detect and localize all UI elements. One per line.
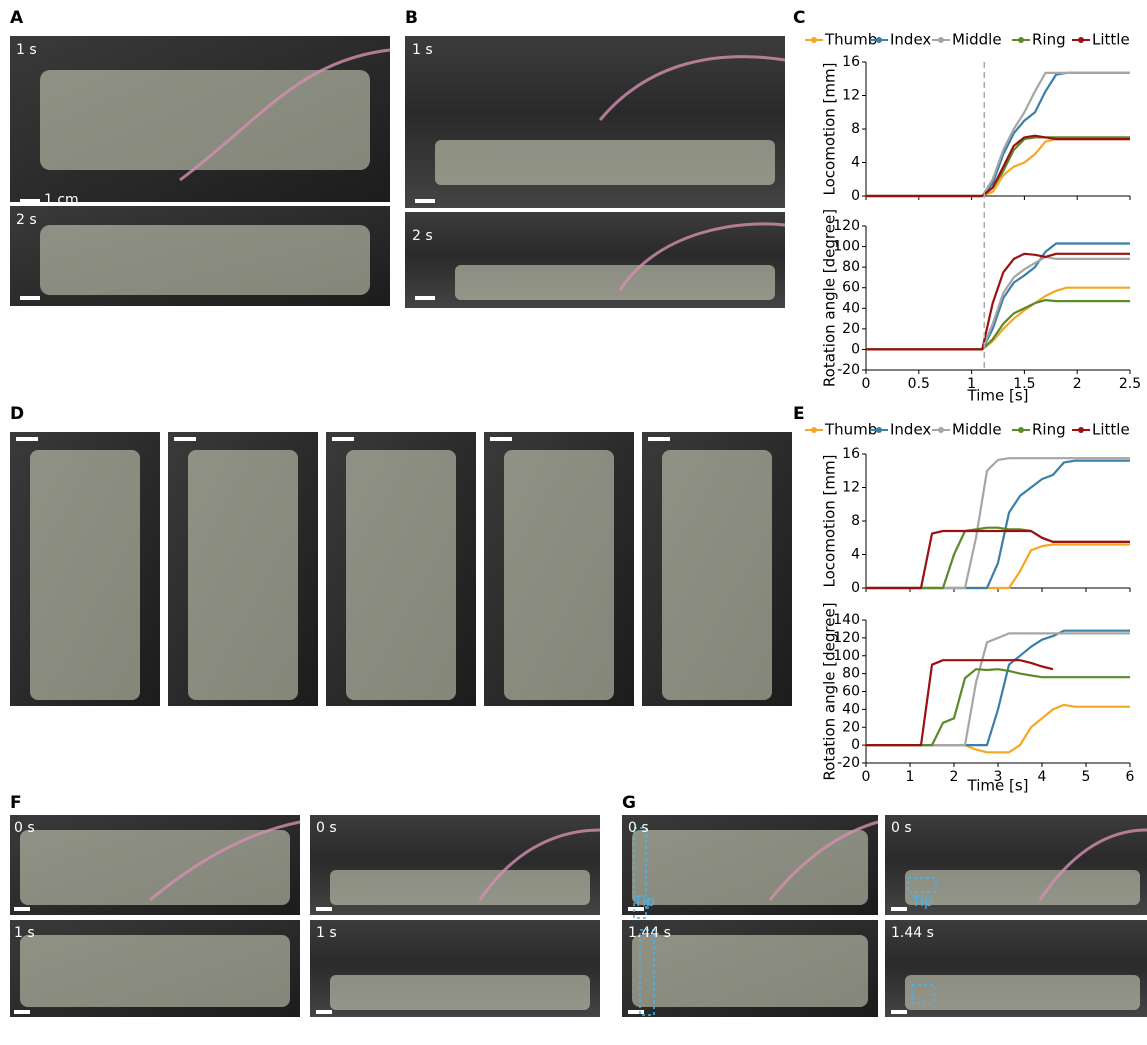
y-tick-label: 80 — [842, 259, 860, 275]
y-tick-label: 0 — [851, 188, 860, 204]
legend-marker — [938, 37, 944, 43]
legend-label: Index — [890, 421, 931, 439]
y-tick-label: 80 — [842, 666, 860, 682]
x-tick-label: 2 — [1073, 376, 1082, 392]
panel-label: D — [10, 404, 24, 424]
y-axis-label: Rotation angle [degree] — [821, 602, 839, 780]
y-tick-label: 0 — [851, 737, 860, 753]
legend-marker — [1018, 427, 1024, 433]
x-tick-label: 6 — [1126, 769, 1135, 785]
legend-marker — [811, 37, 817, 43]
y-tick-label: 60 — [842, 684, 860, 700]
legend-label: Ring — [1032, 31, 1066, 49]
figure: A B C D E F G 1 s 2 s 1 cm 1 s 2 s 0 s 0… — [0, 0, 1147, 1045]
tip-label: Tip — [633, 894, 655, 910]
time-caption: 1.44 s — [891, 925, 934, 941]
time-caption: 1 s — [14, 925, 35, 941]
legend-label: Ring — [1032, 421, 1066, 439]
y-tick-label: 40 — [842, 300, 860, 316]
legend-label: Little — [1092, 31, 1130, 49]
x-tick-label: 1 — [906, 769, 915, 785]
y-tick-label: 40 — [842, 701, 860, 717]
photos — [10, 36, 1147, 1017]
y-tick-label: 20 — [842, 719, 860, 735]
y-axis-label: Rotation angle [degree] — [821, 209, 839, 387]
y-tick-label: 12 — [842, 480, 860, 496]
y-tick-label: -20 — [837, 755, 860, 771]
panel-label: B — [405, 8, 418, 28]
legend-marker — [811, 427, 817, 433]
y-tick-label: 60 — [842, 280, 860, 296]
legend-label: Middle — [952, 31, 1002, 49]
data-line — [866, 461, 1130, 588]
legend-marker — [1078, 427, 1084, 433]
y-tick-label: 0 — [851, 341, 860, 357]
panel-label: G — [622, 793, 636, 813]
y-tick-label: 4 — [851, 155, 860, 171]
data-line — [866, 458, 1130, 588]
data-line — [866, 545, 1130, 589]
y-tick-label: 20 — [842, 321, 860, 337]
time-caption: 1 s — [412, 42, 433, 58]
y-tick-label: 16 — [842, 54, 860, 70]
x-tick-label: 0.5 — [908, 376, 930, 392]
time-caption: 0 s — [628, 820, 649, 836]
time-caption: 1 s — [16, 42, 37, 58]
y-tick-label: -20 — [837, 362, 860, 378]
time-caption: 2 s — [412, 228, 433, 244]
legend-label: Index — [890, 31, 931, 49]
time-caption: 1.44 s — [628, 925, 671, 941]
data-line — [866, 633, 1130, 745]
legend-marker — [876, 37, 882, 43]
x-axis-label: Time [s] — [967, 387, 1029, 405]
y-tick-label: 4 — [851, 547, 860, 563]
panel-label: A — [10, 8, 24, 28]
time-caption: 0 s — [316, 820, 337, 836]
data-line — [866, 660, 1053, 745]
panel-label: E — [793, 404, 805, 424]
panel-label: F — [10, 793, 22, 813]
x-tick-label: 5 — [1082, 769, 1091, 785]
time-caption: 0 s — [14, 820, 35, 836]
y-tick-label: 8 — [851, 121, 860, 137]
panel-label: C — [793, 8, 805, 28]
x-tick-label: 0 — [862, 376, 871, 392]
y-tick-label: 0 — [851, 580, 860, 596]
scale-label: 1 cm — [44, 192, 79, 208]
y-tick-label: 16 — [842, 446, 860, 462]
legend-label: Thumb — [824, 31, 877, 49]
x-tick-label: 0 — [862, 769, 871, 785]
y-axis-label: Locomotion [mm] — [821, 455, 839, 588]
time-caption: 0 s — [891, 820, 912, 836]
legend-label: Little — [1092, 421, 1130, 439]
x-tick-label: 2.5 — [1119, 376, 1141, 392]
legend-marker — [1018, 37, 1024, 43]
data-line — [866, 288, 1130, 350]
legend-label: Thumb — [824, 421, 877, 439]
x-tick-label: 2 — [950, 769, 959, 785]
y-tick-label: 12 — [842, 88, 860, 104]
x-axis-label: Time [s] — [967, 777, 1029, 795]
legend-label: Middle — [952, 421, 1002, 439]
y-axis-label: Locomotion [mm] — [821, 63, 839, 196]
legend-marker — [1078, 37, 1084, 43]
data-line — [866, 631, 1130, 745]
legend-marker — [938, 427, 944, 433]
tip-label: Tip — [911, 894, 933, 910]
legend-marker — [876, 427, 882, 433]
y-tick-label: 8 — [851, 513, 860, 529]
x-tick-label: 4 — [1038, 769, 1047, 785]
time-caption: 2 s — [16, 212, 37, 228]
time-caption: 1 s — [316, 925, 337, 941]
